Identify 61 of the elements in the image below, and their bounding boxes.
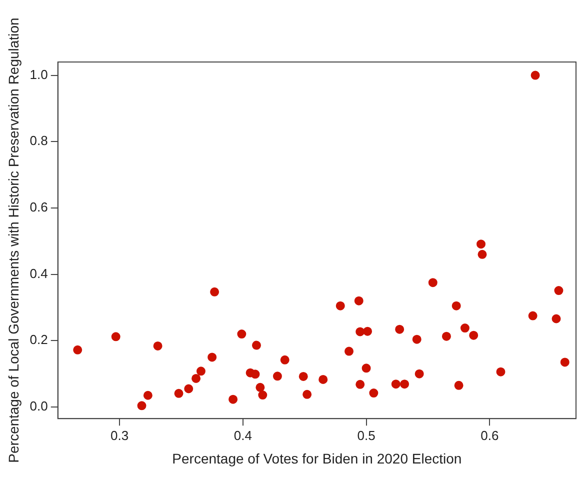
point: [414, 369, 424, 378]
y-tick-label: 0.0: [30, 398, 48, 414]
point: [395, 324, 404, 334]
point: [460, 324, 470, 333]
point: [252, 340, 261, 350]
point: [184, 384, 194, 394]
point: [302, 390, 312, 399]
point: [356, 380, 365, 389]
point: [196, 366, 206, 376]
point: [560, 358, 570, 367]
point: [469, 330, 478, 340]
y-tick-label: 0.2: [30, 332, 48, 348]
point: [250, 370, 260, 379]
point: [73, 345, 82, 354]
point: [137, 401, 146, 410]
point: [280, 355, 290, 364]
point: [530, 70, 540, 80]
point: [452, 301, 461, 310]
y-tick-label: 1.0: [30, 66, 48, 82]
point: [356, 327, 365, 336]
point: [153, 341, 162, 350]
point: [391, 380, 400, 389]
point: [256, 382, 265, 392]
point: [496, 367, 506, 376]
point: [298, 372, 308, 381]
x-axis-title: Percentage of Votes for Biden in 2020 Election: [172, 450, 462, 466]
point: [369, 388, 378, 398]
y-tick-label: 0.8: [30, 133, 48, 148]
point: [363, 326, 372, 336]
point: [237, 330, 246, 339]
point: [428, 278, 438, 288]
point: [554, 286, 564, 296]
point: [192, 374, 201, 383]
point: [528, 311, 538, 320]
point: [400, 380, 410, 389]
point: [228, 394, 238, 404]
x-tick-label: 0.4: [234, 428, 252, 443]
y-tick-label: 0.6: [30, 200, 48, 215]
point: [174, 388, 184, 398]
point: [143, 390, 152, 400]
x-tick-label: 0.6: [480, 428, 499, 443]
point: [412, 334, 422, 344]
point: [354, 296, 364, 306]
point: [258, 390, 268, 400]
point: [336, 301, 345, 310]
point: [476, 240, 486, 249]
point: [454, 380, 464, 390]
point: [272, 372, 282, 381]
y-tick-label: 0.4: [30, 266, 48, 281]
point: [442, 332, 451, 341]
point: [552, 314, 561, 324]
point: [344, 346, 354, 356]
y-axis-title: Percentage of Local Governments with Historic Preservation Regulation: [5, 18, 22, 463]
x-tick-label: 0.5: [357, 428, 376, 443]
point: [362, 364, 371, 373]
point: [208, 352, 217, 362]
point: [478, 250, 487, 259]
point: [210, 287, 220, 296]
point: [111, 332, 120, 342]
x-tick-label: 0.3: [110, 428, 129, 443]
point: [318, 374, 328, 384]
